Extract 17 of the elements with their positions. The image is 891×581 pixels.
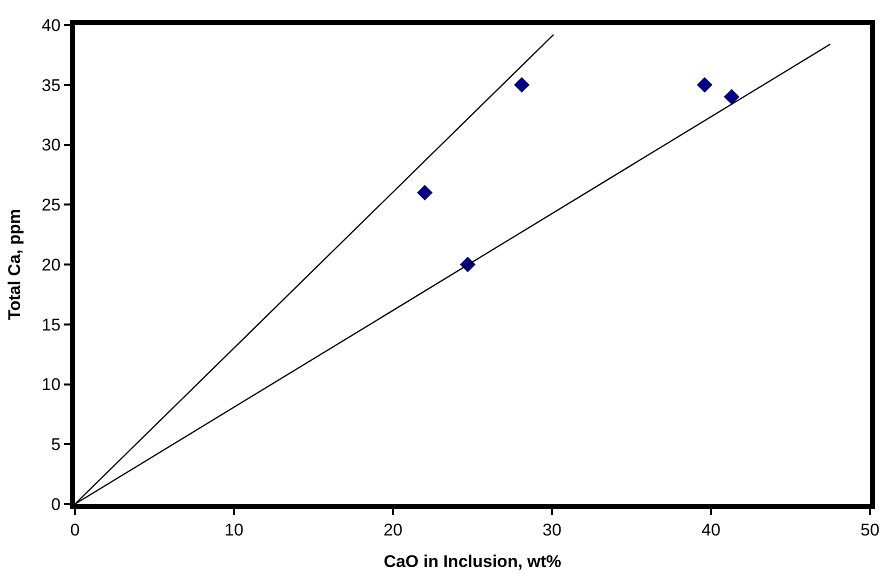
y-tick-label: 30 xyxy=(42,136,61,155)
x-tick-label: 0 xyxy=(70,520,80,540)
y-tick-label: 10 xyxy=(42,375,61,394)
y-axis-title: Total Ca, ppm xyxy=(5,208,24,320)
x-tick-label: 20 xyxy=(384,520,402,540)
x-tick-label: 50 xyxy=(860,520,880,540)
x-tick-label: 30 xyxy=(542,520,562,540)
y-tick-label: 40 xyxy=(42,16,61,35)
y-tick-label: 25 xyxy=(42,196,61,215)
y-tick-label: 5 xyxy=(51,435,61,454)
x-tick-label: 10 xyxy=(224,520,244,540)
y-tick-label: 20 xyxy=(42,255,61,274)
y-tick-label: 15 xyxy=(42,315,61,334)
y-tick-label: 35 xyxy=(42,76,61,95)
x-axis-title: CaO in Inclusion, wt% xyxy=(384,552,562,571)
x-tick-label: 40 xyxy=(702,520,720,540)
y-tick-label: 0 xyxy=(51,494,61,514)
